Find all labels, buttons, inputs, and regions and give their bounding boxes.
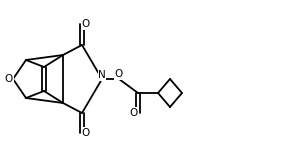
- Text: O: O: [82, 128, 90, 138]
- Text: N: N: [98, 70, 106, 80]
- Text: O: O: [5, 74, 13, 84]
- Text: O: O: [130, 108, 138, 118]
- Text: O: O: [115, 69, 123, 79]
- Text: O: O: [82, 19, 90, 29]
